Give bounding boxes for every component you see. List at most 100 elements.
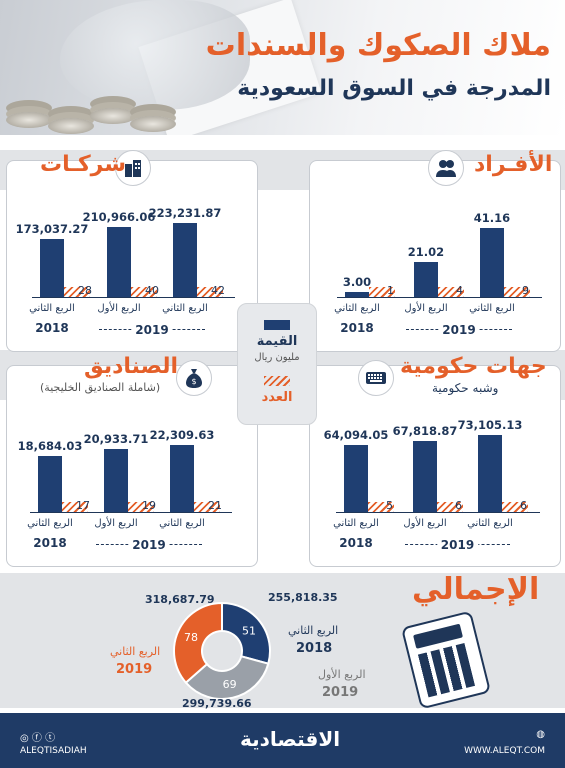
- page-title: ملاك الصكوك والسندات: [205, 28, 551, 63]
- count-hatch: [64, 287, 90, 297]
- quarter-label: الربع الأول: [97, 303, 141, 314]
- page-subtitle: المدرجة في السوق السعودية: [237, 76, 551, 101]
- slice-quarter-label: الربع الأول: [318, 668, 366, 681]
- chart-axis: [32, 297, 235, 298]
- value-label: 22,309.63: [149, 428, 215, 443]
- individuals-title: الأفـراد: [474, 152, 553, 177]
- quarter-label: الربع الثاني: [469, 303, 515, 314]
- value-label: 18,684.03: [17, 438, 83, 453]
- count-label: 5: [386, 499, 393, 512]
- chart-bar: [480, 228, 504, 297]
- count-label: 4: [456, 284, 463, 297]
- footer-site[interactable]: WWW.ALEQT.COM: [464, 746, 545, 756]
- coins-image: [48, 118, 94, 134]
- header-banner: ملاك الصكوك والسندات المدرجة في السوق ال…: [0, 0, 565, 135]
- quarter-label: الربع الأول: [404, 303, 448, 314]
- slice-value-label: 299,739.66: [182, 697, 252, 710]
- year-label: 2018: [35, 321, 69, 335]
- count-label: 6: [455, 499, 462, 512]
- slice-year-label: 2018: [296, 641, 333, 656]
- count-hatch: [62, 502, 88, 512]
- slice-count-label: 51: [242, 624, 256, 637]
- quarter-label: الربع الثاني: [334, 303, 380, 314]
- donut-slice: [184, 655, 270, 700]
- slice-quarter-label: الربع الثاني: [288, 624, 339, 637]
- count-label: 21: [208, 499, 222, 512]
- count-hatch: [437, 502, 463, 512]
- count-label: 9: [522, 284, 529, 297]
- value-label: 223,231.87: [148, 205, 222, 220]
- value-label: 21.02: [407, 244, 445, 259]
- quarter-label: الربع الثاني: [333, 518, 379, 529]
- social-icons[interactable]: ◎ ⓕ ⓣ: [20, 733, 56, 744]
- year-label: 2019: [128, 538, 170, 552]
- slice-value-label: 318,687.79: [145, 593, 215, 606]
- government-note: وشبه حكومية: [432, 381, 499, 395]
- value-label: 20,933.71: [83, 432, 149, 447]
- government-title: جهات حكومية: [400, 354, 547, 379]
- chart-bar: [38, 455, 62, 512]
- individuals-panel: [309, 160, 561, 352]
- chart-bar: [478, 435, 502, 512]
- slice-count-label: 78: [184, 631, 198, 644]
- chart-axis: [337, 297, 542, 298]
- total-title: الإجمالي: [412, 572, 540, 607]
- hand-image: [60, 0, 250, 110]
- legend-count-label: العدد: [261, 390, 293, 405]
- count-hatch: [128, 502, 154, 512]
- chart-bar: [40, 239, 64, 297]
- chart-bar: [104, 449, 128, 512]
- count-label: 1: [387, 284, 394, 297]
- quarter-label: الربع الثاني: [159, 518, 205, 529]
- count-hatch: [368, 502, 394, 512]
- year-label: 2019: [131, 323, 173, 337]
- count-label: 28: [78, 284, 92, 297]
- legend-count-swatch: [264, 376, 290, 386]
- quarter-label: الربع الأول: [403, 518, 447, 529]
- funds-note: (شاملة الصناديق الخليجية): [40, 381, 161, 394]
- chart-bar: [344, 444, 368, 512]
- globe-icon: ◍: [536, 729, 545, 740]
- chart-axis: [336, 512, 540, 513]
- money-bag-icon: $: [176, 360, 212, 396]
- quarter-label: الربع الثاني: [162, 303, 208, 314]
- year-label: 2019: [438, 323, 480, 337]
- value-label: 173,037.27: [15, 222, 89, 237]
- footer-brand: الاقتصادية: [240, 727, 341, 751]
- chart-bar: [173, 222, 197, 297]
- count-label: 6: [520, 499, 527, 512]
- coins-image: [6, 112, 52, 128]
- count-label: 42: [211, 284, 225, 297]
- chart-bar: [413, 440, 437, 512]
- footer-handle: ALEQTISADIAH: [20, 746, 87, 756]
- chart-axis: [30, 512, 232, 513]
- donut-slice: [173, 601, 223, 685]
- count-hatch: [369, 287, 395, 297]
- value-label: 73,105.13: [457, 418, 523, 433]
- chart-bar: [414, 261, 438, 297]
- count-label: 17: [76, 499, 90, 512]
- legend: القيمة مليون ريال العدد: [237, 303, 317, 425]
- count-label: 40: [145, 284, 159, 297]
- count-hatch: [502, 502, 528, 512]
- chart-bar: [107, 226, 131, 297]
- companies-title: شركـات: [40, 152, 127, 177]
- slice-year-label: 2019: [322, 685, 359, 700]
- slice-count-label: 69: [223, 678, 237, 691]
- legend-value-unit: مليون ريال: [254, 352, 300, 363]
- quarter-label: الربع الأول: [94, 518, 138, 529]
- coins-image: [90, 108, 136, 124]
- quarter-label: الربع الثاني: [27, 518, 73, 529]
- legend-value-label: القيمة: [256, 334, 298, 349]
- slice-value-label: 255,818.35: [268, 591, 338, 604]
- coins-image: [130, 116, 176, 132]
- value-label: 210,966.06: [82, 209, 156, 224]
- buildings-icon: [115, 150, 151, 186]
- count-hatch: [194, 502, 220, 512]
- people-icon: [428, 150, 464, 186]
- year-label: 2019: [436, 538, 479, 552]
- value-label: 64,094.05: [323, 427, 389, 442]
- chart-bar: [345, 292, 369, 297]
